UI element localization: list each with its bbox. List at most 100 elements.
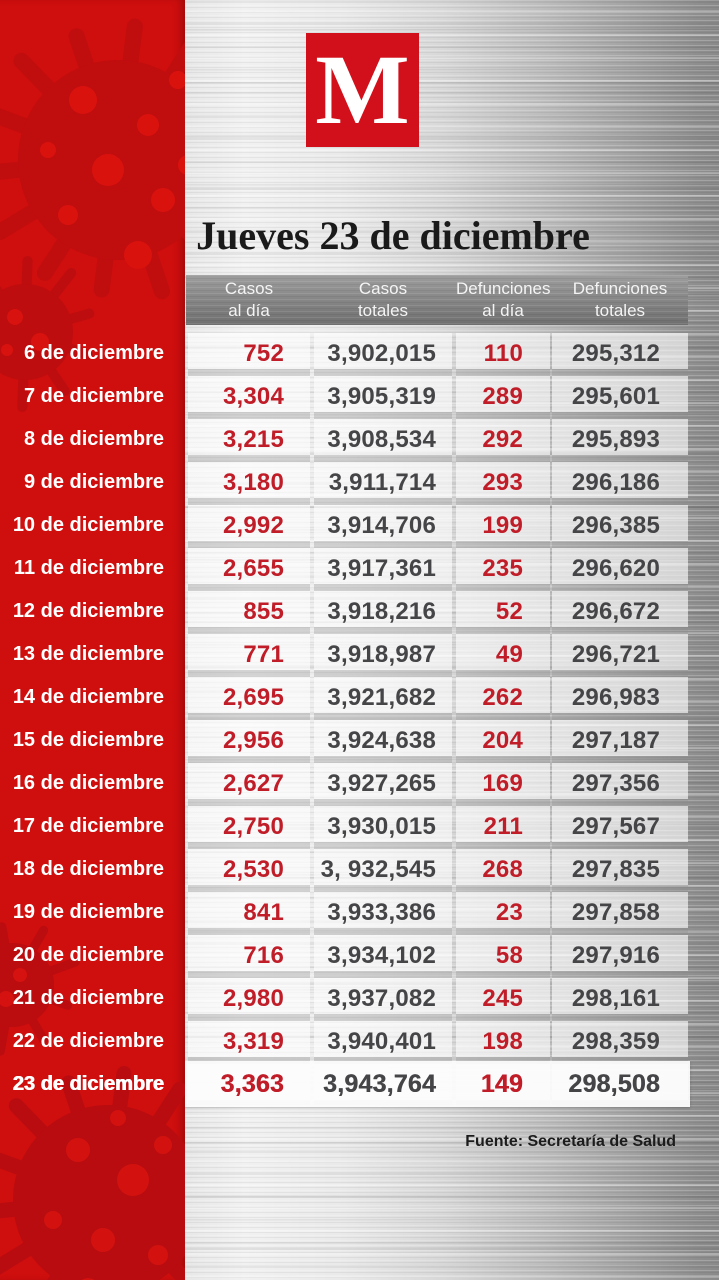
daily-cases-cell-value: 2,627 xyxy=(222,770,284,797)
daily-cases-cell: 2,980 xyxy=(188,980,310,1017)
daily-cases-cell: 3,215 xyxy=(188,421,310,458)
daily-deaths-cell-value: 262 xyxy=(482,684,523,711)
total-cases-cell-value: 3,911,714 xyxy=(328,469,436,496)
table-row: 2,530 3, 932,545 268 297,835 xyxy=(186,851,688,888)
date-label: 23 de diciembre xyxy=(12,1073,164,1095)
total-deaths-cell: 296,721 xyxy=(552,636,688,673)
daily-cases-cell: 3,319 xyxy=(188,1023,310,1060)
daily-cases-cell-value: 841 xyxy=(243,899,284,926)
daily-cases-cell: 771 xyxy=(188,636,310,673)
page-title: Jueves 23 de diciembre xyxy=(196,213,590,258)
daily-deaths-cell-value: 292 xyxy=(482,426,523,453)
total-cases-cell-value: 3,937,082 xyxy=(327,985,436,1012)
date-label: 17 de diciembre xyxy=(12,815,164,837)
date-label: 9 de diciembre xyxy=(23,471,164,493)
daily-cases-cell-value: 2,956 xyxy=(222,727,284,754)
date-label: 13 de diciembre xyxy=(12,643,164,665)
date-label: 11 de diciembre xyxy=(13,557,164,579)
total-cases-cell: 3,918,216 xyxy=(314,593,452,630)
daily-deaths-cell: 268 xyxy=(456,851,550,888)
date-label: 12 de diciembre xyxy=(12,600,164,622)
virus-decoration-icon xyxy=(0,18,185,1280)
total-deaths-cell-value: 297,567 xyxy=(571,813,660,840)
total-deaths-cell-value: 298,161 xyxy=(571,985,660,1012)
date-label: 15 de diciembre xyxy=(12,729,164,751)
daily-cases-cell: 855 xyxy=(188,593,310,630)
date-label: 7 de diciembre xyxy=(23,385,164,407)
table-row: 2,695 3,921,682 262 296,983 xyxy=(186,679,688,716)
column-stripe xyxy=(188,333,310,1105)
daily-deaths-cell: 204 xyxy=(456,722,550,759)
total-deaths-cell-value: 296,385 xyxy=(571,512,660,539)
table-row: 2,655 3,917,361 235 296,620 xyxy=(186,550,688,587)
total-cases-cell-value: 3,933,386 xyxy=(327,899,436,926)
total-deaths-cell: 295,893 xyxy=(552,421,688,458)
total-deaths-cell: 296,983 xyxy=(552,679,688,716)
daily-cases-cell-value: 2,695 xyxy=(222,684,284,711)
total-deaths-cell-value: 295,312 xyxy=(571,340,660,367)
daily-deaths-cell: 58 xyxy=(456,937,550,974)
daily-deaths-cell: 49 xyxy=(456,636,550,673)
daily-cases-cell: 841 xyxy=(188,894,310,931)
date-label: 14 de diciembre xyxy=(12,686,164,708)
daily-cases-cell-value: 2,530 xyxy=(222,856,284,883)
date-label: 22 de diciembre xyxy=(12,1030,164,1052)
date-column: 6 de diciembre 7 de diciembre 8 de diciemb… xyxy=(0,335,164,1109)
total-cases-cell-value: 3,902,015 xyxy=(327,340,436,367)
daily-deaths-cell: 149 xyxy=(456,1064,550,1105)
daily-cases-cell: 716 xyxy=(188,937,310,974)
daily-cases-cell: 3,363 xyxy=(188,1064,310,1105)
total-cases-cell: 3,908,534 xyxy=(314,421,452,458)
daily-deaths-cell-value: 204 xyxy=(482,727,523,754)
table-row: 3,215 3,908,534 292 295,893 xyxy=(186,421,688,458)
table-row: 2,750 3,930,015 211 297,567 xyxy=(186,808,688,845)
total-cases-cell: 3,934,102 xyxy=(314,937,452,974)
daily-deaths-cell: 199 xyxy=(456,507,550,544)
table-row: 3,180 3,911,714 293 296,186 xyxy=(186,464,688,501)
total-cases-cell-value: 3,927,265 xyxy=(327,770,436,797)
table-row: 752 3,902,015 110 295,312 xyxy=(186,335,688,372)
daily-cases-cell-value: 716 xyxy=(243,942,284,969)
total-cases-cell-value: 3,918,987 xyxy=(327,641,436,668)
column-stripe xyxy=(552,333,688,1105)
total-deaths-cell: 297,916 xyxy=(552,937,688,974)
daily-cases-cell: 2,956 xyxy=(188,722,310,759)
daily-deaths-cell: 211 xyxy=(456,808,550,845)
daily-cases-cell-value: 2,655 xyxy=(222,555,284,582)
total-deaths-cell: 297,356 xyxy=(552,765,688,802)
daily-deaths-cell-value: 211 xyxy=(483,813,523,840)
total-cases-cell-value: 3,918,216 xyxy=(327,598,436,625)
total-deaths-cell: 297,835 xyxy=(552,851,688,888)
total-cases-cell: 3,943,764 xyxy=(314,1064,452,1105)
table-row: 2,627 3,927,265 169 297,356 xyxy=(186,765,688,802)
date-label: 20 de diciembre xyxy=(12,944,164,966)
daily-deaths-cell-value: 58 xyxy=(495,942,523,969)
daily-deaths-cell: 293 xyxy=(456,464,550,501)
date-label: 18 de diciembre xyxy=(12,858,164,880)
daily-deaths-cell-value: 23 xyxy=(495,899,523,926)
total-deaths-cell: 297,567 xyxy=(552,808,688,845)
total-deaths-cell-value: 296,620 xyxy=(571,555,660,582)
daily-cases-cell-value: 2,992 xyxy=(222,512,284,539)
daily-deaths-cell-value: 289 xyxy=(482,383,523,410)
date-label: 16 de diciembre xyxy=(12,772,164,794)
daily-deaths-cell: 289 xyxy=(456,378,550,415)
table-row: 2,956 3,924,638 204 297,187 xyxy=(186,722,688,759)
total-deaths-cell: 296,186 xyxy=(552,464,688,501)
total-deaths-cell-value: 296,721 xyxy=(571,641,660,668)
table-row: 3,304 3,905,319 289 295,601 xyxy=(186,378,688,415)
table-row: 771 3,918,987 49 296,721 xyxy=(186,636,688,673)
daily-deaths-cell-value: 235 xyxy=(482,555,523,582)
total-cases-cell-value: 3,921,682 xyxy=(327,684,436,711)
daily-cases-cell-value: 3,215 xyxy=(222,426,284,453)
total-deaths-cell-value: 298,508 xyxy=(568,1070,660,1098)
total-cases-cell: 3,937,082 xyxy=(314,980,452,1017)
total-cases-cell: 3, 932,545 xyxy=(314,851,452,888)
daily-deaths-cell: 169 xyxy=(456,765,550,802)
source-note: Fuente: Secretaría de Salud xyxy=(465,1133,676,1150)
date-label: 8 de diciembre xyxy=(23,428,164,450)
total-cases-cell: 3,927,265 xyxy=(314,765,452,802)
daily-deaths-cell-value: 52 xyxy=(495,598,523,625)
table-column-stripes xyxy=(186,333,688,1105)
